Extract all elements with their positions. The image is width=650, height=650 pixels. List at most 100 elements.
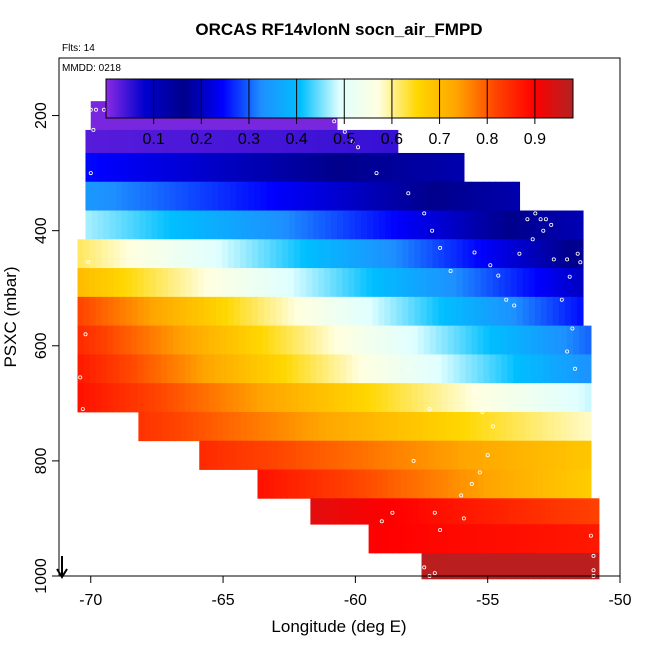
colorbar-tick-label: 0.7 [428,131,450,148]
heatmap-cell [483,469,491,499]
heatmap-cell [253,152,261,183]
heatmap-cell [258,268,265,298]
heatmap-cell [417,383,425,413]
heatmap-cell [277,411,284,442]
heatmap-cell [241,129,249,154]
heatmap-cell [274,354,282,384]
heatmap-cell [495,354,502,384]
heatmap-cell [409,210,416,240]
heatmap-cell [103,210,111,240]
heatmap-cell [258,296,265,327]
heatmap-cell [307,411,314,442]
heatmap-cell [552,210,560,240]
heatmap-cell [409,152,417,183]
heatmap-cell [555,469,562,499]
heatmap-cell [175,152,183,183]
heatmap-cell [277,210,284,240]
x-tick-label: -65 [212,592,235,609]
heatmap-cell [451,152,459,183]
heatmap-cell [331,411,339,442]
heatmap-cell [374,181,382,211]
heatmap-cell [307,440,315,470]
heatmap-cell [584,411,592,442]
heatmap-cell [480,296,488,327]
track-point [422,565,427,570]
heatmap-cell [512,411,520,442]
heatmap-cell [405,354,413,384]
heatmap-cell [370,469,378,499]
heatmap-cell [253,440,261,470]
heatmap-cell [125,296,133,327]
heatmap-cell [456,296,464,327]
heatmap-cell [143,239,151,269]
heatmap-cell [241,152,249,183]
heatmap-cell [324,239,331,269]
heatmap-cell [435,181,442,211]
heatmap-cell [396,239,404,269]
heatmap-cell [103,181,111,211]
heatmap-cell [507,181,515,211]
heatmap-cell [298,383,305,413]
heatmap-cell [494,440,502,470]
heatmap-cell [342,239,349,269]
colorbar-tick-label: 0.9 [524,131,546,148]
heatmap-cell [584,469,592,499]
heatmap-cell [115,129,123,154]
heatmap-cell [570,239,578,269]
heatmap-cell [417,325,425,355]
heatmap-cell [529,210,536,240]
heatmap-cell [223,152,231,183]
heatmap-cell [525,383,532,413]
heatmap-cell [139,152,147,183]
heatmap-cell [466,498,474,525]
heatmap-cell [282,268,289,298]
heatmap-cell [217,440,224,470]
heatmap-cell [551,552,559,580]
heatmap-cell [564,296,572,327]
heatmap-cell [584,440,592,470]
wind-arrow-icon [56,556,68,579]
heatmap-cell [364,325,371,355]
heatmap-cell [354,296,361,327]
heatmap-cell [518,440,526,470]
heatmap-cell [149,268,157,298]
heatmap-cell [522,296,530,327]
heatmap-cell [510,239,518,269]
y-tick-label: 800 [33,447,50,474]
track-point [438,528,443,533]
heatmap-cell [555,354,562,384]
heatmap-cell [459,354,467,384]
heatmap-cell [286,354,294,384]
heatmap-cell [558,239,566,269]
heatmap-cell [542,411,550,442]
heatmap-cell [512,440,520,470]
heatmap-cell [387,354,395,384]
heatmap-cell [89,239,97,269]
heatmap-cell [398,181,406,211]
heatmap-cell [131,296,139,327]
heatmap-cell [453,181,460,211]
heatmap-cell [214,383,222,413]
heatmap-cell [438,296,446,327]
heatmap-cell [538,524,545,554]
heatmap-cell [96,101,104,131]
heatmap-cell [305,469,312,499]
heatmap-cell [247,129,255,154]
heatmap-cell [316,325,323,355]
heatmap-cell [445,210,452,240]
heatmap-cell [484,498,492,525]
heatmap-cell [463,210,470,240]
heatmap-cell [83,268,91,298]
heatmap-cell [475,210,482,240]
heatmap-cell [552,239,560,269]
heatmap-cell [250,383,258,413]
heatmap-cell [259,411,266,442]
heatmap-cell [331,152,339,183]
heatmap-cell [453,354,461,384]
heatmap-cell [157,210,164,240]
heatmap-cell [175,181,183,211]
heatmap-cell [299,469,306,499]
heatmap-cell [162,411,170,442]
heatmap-cell [77,296,85,327]
heatmap-cell [121,152,129,183]
